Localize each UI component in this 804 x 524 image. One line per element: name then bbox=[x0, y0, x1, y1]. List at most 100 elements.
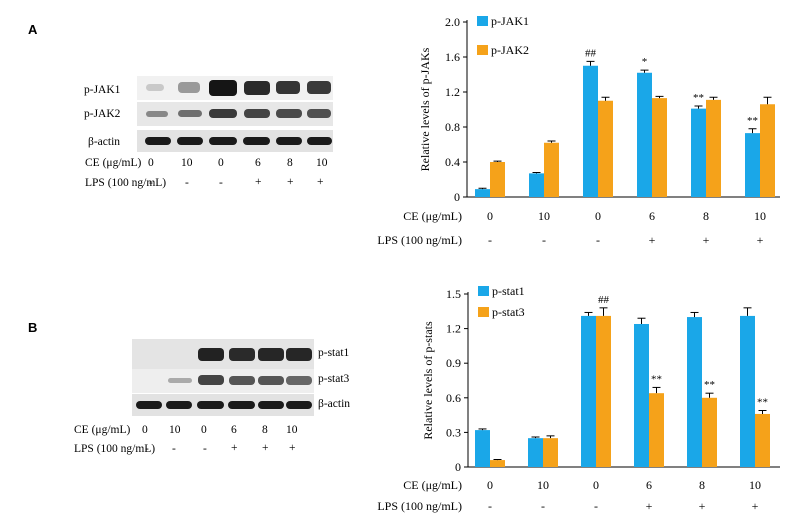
chart-a-y-tick-label: 0 bbox=[454, 190, 460, 204]
chart-b-bar-s2 bbox=[755, 413, 770, 467]
blot-a-lps-4: + bbox=[287, 176, 294, 188]
chart-b-significance-mark: ** bbox=[651, 373, 662, 385]
chart-b-x-row-value: - bbox=[541, 499, 545, 513]
chart-b-x-row-value: + bbox=[699, 499, 706, 513]
blot-b-lps-0: - bbox=[145, 443, 149, 455]
chart-a-significance-mark: * bbox=[642, 56, 648, 68]
chart-b-bar-s2 bbox=[543, 438, 558, 467]
chart-b-x-row-label: LPS (100 ng/mL) bbox=[377, 499, 462, 513]
chart-a-bar-s1 bbox=[637, 72, 652, 197]
blot-a-bactin-strip bbox=[137, 130, 333, 152]
panel-b-letter: B bbox=[28, 320, 38, 335]
chart-a-x-row-value: - bbox=[488, 233, 492, 247]
chart-b-significance-mark: ** bbox=[704, 379, 715, 391]
chart-b-legend-swatch bbox=[478, 286, 489, 296]
blot-a-lps-2: - bbox=[219, 177, 223, 189]
chart-b-bar-s1 bbox=[475, 430, 490, 467]
chart-a-bar-s1 bbox=[475, 189, 490, 197]
blot-b-ce-5: 10 bbox=[286, 424, 298, 436]
chart-b-bar-s1 bbox=[687, 317, 702, 467]
chart-b-y-axis-label: Relative levels of p-stats bbox=[421, 321, 435, 440]
blot-b-lps-3: + bbox=[231, 442, 238, 454]
chart-a-x-row-value: + bbox=[703, 233, 710, 247]
blot-b-ce-4: 8 bbox=[262, 424, 268, 436]
chart-a-bar-s1 bbox=[583, 65, 598, 197]
blot-a-ce-2: 0 bbox=[218, 157, 224, 169]
chart-b-x-row-value: + bbox=[646, 499, 653, 513]
blot-a-lps-5: + bbox=[317, 176, 324, 188]
blot-b-ce-3: 6 bbox=[231, 424, 237, 436]
blot-b-row-label-1: p-stat3 bbox=[318, 373, 350, 385]
blot-a-lps-label: LPS (100 ng/mL) bbox=[85, 177, 167, 189]
chart-b-legend-label: p-stat3 bbox=[492, 305, 525, 319]
chart-b-legend-label: p-stat1 bbox=[492, 284, 525, 298]
chart-b-bar-s2 bbox=[649, 393, 664, 467]
chart-b-bar-s2 bbox=[490, 460, 505, 467]
chart-b-bar-s1 bbox=[581, 315, 596, 467]
blot-b-ce-1: 10 bbox=[169, 424, 181, 436]
chart-a-x-row-value: 6 bbox=[649, 209, 655, 223]
chart-a-bar-s2 bbox=[652, 98, 667, 197]
chart-b-y-tick-label: 1.5 bbox=[446, 287, 461, 301]
chart-a-legend-label: p-JAK2 bbox=[491, 43, 529, 57]
chart-b-x-row-value: 10 bbox=[537, 478, 549, 492]
blot-b-lps-1: - bbox=[172, 443, 176, 455]
chart-a-y-tick-label: 2.0 bbox=[445, 15, 460, 29]
chart-b-y-tick-label: 1.2 bbox=[446, 322, 461, 336]
blot-b-pstat1-strip bbox=[132, 339, 314, 369]
blot-a-lps-1: - bbox=[185, 177, 189, 189]
chart-a-bar-s2 bbox=[490, 162, 505, 197]
chart-a-x-row-value: 0 bbox=[595, 209, 601, 223]
chart-b-x-row-value: 0 bbox=[593, 478, 599, 492]
chart-b-y-tick-label: 0.3 bbox=[446, 425, 461, 439]
blot-a-row-label-0: p-JAK1 bbox=[84, 84, 121, 96]
chart-b-x-row-value: 8 bbox=[699, 478, 705, 492]
blot-a-lps-0: - bbox=[149, 177, 153, 189]
chart-b-legend-swatch bbox=[478, 307, 489, 317]
chart-b-x-row-value: 10 bbox=[749, 478, 761, 492]
chart-a-bar-s2 bbox=[706, 99, 721, 197]
chart-a-y-tick-label: 0.8 bbox=[445, 120, 460, 134]
blot-a-ce-0: 0 bbox=[148, 157, 154, 169]
blot-b-lps-5: + bbox=[289, 442, 296, 454]
chart-b-y-tick-label: 0.9 bbox=[446, 356, 461, 370]
chart-a-x-row-value: 8 bbox=[703, 209, 709, 223]
chart-b-bar-s2 bbox=[596, 315, 611, 467]
blot-b-lps-label: LPS (100 ng/mL) bbox=[74, 443, 156, 455]
blot-b-row-label-2: β-actin bbox=[318, 398, 351, 410]
chart-a-bar-s1 bbox=[529, 173, 544, 197]
chart-a-x-row-value: 10 bbox=[754, 209, 766, 223]
chart-b-x-row-value: - bbox=[594, 499, 598, 513]
blot-a-ce-3: 6 bbox=[255, 157, 261, 169]
chart-a-x-row-value: - bbox=[542, 233, 546, 247]
chart-b-bar-s1 bbox=[634, 323, 649, 467]
chart-b-y-tick-label: 0 bbox=[455, 460, 461, 474]
blot-b-bactin-strip bbox=[132, 394, 314, 416]
blot-a-pjak1-strip bbox=[137, 76, 333, 100]
chart-a-bar-s1 bbox=[745, 133, 760, 197]
chart-b-x-row-value: + bbox=[752, 499, 759, 513]
chart-b-bar-s2 bbox=[702, 397, 717, 467]
chart-b-x-row-value: 0 bbox=[487, 478, 493, 492]
chart-a-x-row-value: + bbox=[649, 233, 656, 247]
chart-b-y-tick-label: 0.6 bbox=[446, 391, 461, 405]
chart-a-y-tick-label: 0.4 bbox=[445, 155, 460, 169]
blot-a-row-label-1: p-JAK2 bbox=[84, 108, 121, 120]
blot-a-lps-3: + bbox=[255, 176, 262, 188]
chart-a-y-tick-label: 1.2 bbox=[445, 85, 460, 99]
chart-b-significance-mark: ## bbox=[598, 294, 610, 306]
chart-a-significance-mark: ** bbox=[747, 115, 758, 127]
blot-b-ce-0: 0 bbox=[142, 424, 148, 436]
chart-a-x-row-value: 0 bbox=[487, 209, 493, 223]
chart-b-bar-s1 bbox=[528, 438, 543, 467]
blot-a-ce-5: 10 bbox=[316, 157, 328, 169]
chart-a-x-row-label: LPS (100 ng/mL) bbox=[377, 233, 462, 247]
chart-a-legend-label: p-JAK1 bbox=[491, 14, 529, 28]
blot-a-ce-4: 8 bbox=[287, 157, 293, 169]
chart-a-significance-mark: ** bbox=[693, 92, 704, 104]
chart-a: 0 0.4 0.8 1.2 1.6 2.0 Relative levels of p-JAK… bbox=[377, 14, 780, 247]
chart-b-significance-mark: ** bbox=[757, 396, 768, 408]
chart-a-y-axis-label: Relative levels of p-JAKs bbox=[418, 47, 432, 171]
chart-a-y-tick-label: 1.6 bbox=[445, 50, 460, 64]
chart-b: 0 0.3 0.6 0.9 1.2 1.5 Relative levels of p-sta… bbox=[377, 284, 780, 513]
